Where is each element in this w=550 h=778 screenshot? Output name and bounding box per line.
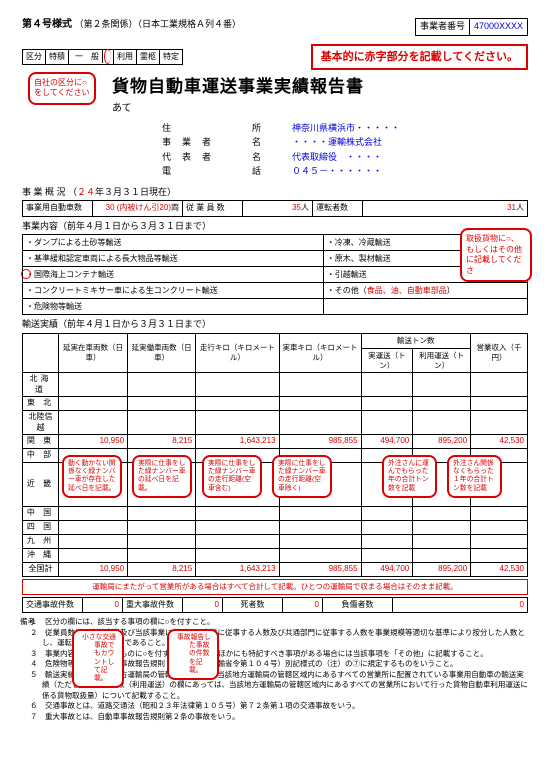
- bubble-5: 外注さん関係なくもらった１年の合計トン数を記載: [447, 455, 502, 498]
- kubun-cell-2: 利用: [114, 50, 137, 64]
- overview-header: 事 業 概 況 （２４年３月３１日現在）: [22, 187, 528, 199]
- addr-v-3: ０４５－・・・・・・: [292, 164, 382, 178]
- ov-c1-val: 30 (内被けん引20): [106, 203, 171, 212]
- address-block: 住所神奈川県横浜市・・・・・ 事 業 者名・・・・運輸株式会社 代 表 者名代表…: [162, 121, 528, 179]
- kubun-section: 区分 特積 一 般 利用 霊柩 特定: [22, 49, 183, 65]
- bubble-2: 実際に仕事をした緑ナンバー車の走行距離(空車含む): [202, 455, 262, 498]
- notes-header: 備考: [20, 617, 35, 628]
- callout-bizcontent: 取扱貨物に○、もしくはその他に記載してくださ: [460, 228, 532, 282]
- ov-c2-val: 35: [292, 203, 301, 212]
- kubun-label: 区分: [22, 49, 45, 65]
- main-instruction: 基本的に赤字部分を記載してください。: [311, 44, 528, 70]
- overview-table: 事業用自動車数 30 (内被けん引20)両 従 業 員 数 35人 運転者数 3…: [22, 200, 528, 216]
- addr-v-1: ・・・・運輸株式会社: [292, 135, 382, 149]
- perf-instruction: 運輸局にまたがって営業所がある場合はすべて合計して記載。ひとつの運輸局で収まる場…: [22, 579, 528, 595]
- bubble-3: 実際に仕事をした緑ナンバー車の走行距離(空車除く): [272, 455, 332, 498]
- bubble-1: 実際に仕事をした緑ナンバー車の延べ日を記載。: [132, 455, 192, 498]
- kubun-cell-1: 一 般: [69, 50, 114, 64]
- note-1: １ 区分の欄には、該当する事項の欄に○を付すこと。: [22, 617, 528, 628]
- ov-c3-val: 31: [507, 203, 516, 212]
- addr-l-0: 住: [162, 121, 252, 135]
- form-number: 第４号様式: [22, 19, 72, 30]
- kubun-cell-4: 特定: [160, 50, 182, 64]
- bubble-0: 動く動かない関係なく緑ナンバー車が存在した延べ日を記載。: [62, 455, 122, 498]
- ov-c2-label: 従 業 員 数: [183, 201, 243, 216]
- bizcontent-table: ・ダンプによる土砂等輸送・冷凍、冷蔵輸送 ・基準緩和認定車両による長大物品等輸送…: [22, 234, 528, 315]
- accidents-table: 交通事故件数 0 重大事故件数 0 死者数 0 負傷者数 0: [22, 597, 528, 613]
- biz-no-value: 47000XXXX: [470, 19, 527, 35]
- kubun-cell-0: 特積: [46, 50, 69, 64]
- form-ref: （第２条関係）（日本工業規格Ａ列４番）: [75, 19, 242, 29]
- callout-accident1: 小さな交通事故でもカウントして記載。: [72, 629, 124, 688]
- ov-c1-label: 事業用自動車数: [23, 201, 93, 216]
- kubun-cell-3: 霊柩: [137, 50, 160, 64]
- business-number-box: 事業者番号 47000XXXX: [415, 18, 528, 36]
- callout-accident2: 事故報告した事故の件数を記載。: [167, 629, 219, 680]
- biz-no-label: 事業者番号: [416, 19, 470, 35]
- perf-header: 輸送実績（前年４月１日から３月３１日まで）: [22, 319, 528, 331]
- ate-label: あて: [112, 102, 528, 115]
- addr-l-3: 電: [162, 164, 252, 178]
- callout-kubun: 自社の区分に○をしてください: [28, 72, 96, 105]
- ov-c3-label: 運転者数: [313, 201, 363, 216]
- page-title: 貨物自動車運送事業実績報告書: [112, 76, 364, 98]
- addr-v-2: 代表取締役 ・・・・: [292, 150, 382, 164]
- addr-l-1: 事 業 者: [162, 135, 252, 149]
- addr-l-2: 代 表 者: [162, 150, 252, 164]
- bubble-4: 外注さんに運んでもらった年の合計トン数を記載: [382, 455, 437, 498]
- notes-section: 備考 １ 区分の欄には、該当する事項の欄に○を付すこと。 ２ 従業員数は、当該事…: [22, 617, 528, 722]
- note-7: ７ 重大事故とは、自動車事故報告規則第２条の事故をいう。: [22, 712, 528, 723]
- kubun-circle: [104, 49, 111, 64]
- note-6: ６ 交通事故とは、道路交通法（昭和２３年法律第１０５号）第７２条第１項の交通事故…: [22, 701, 528, 712]
- bizcontent-header: 事業内容（前年４月１日から３月３１日まで）: [22, 221, 528, 233]
- addr-v-0: 神奈川県横浜市・・・・・: [292, 121, 400, 135]
